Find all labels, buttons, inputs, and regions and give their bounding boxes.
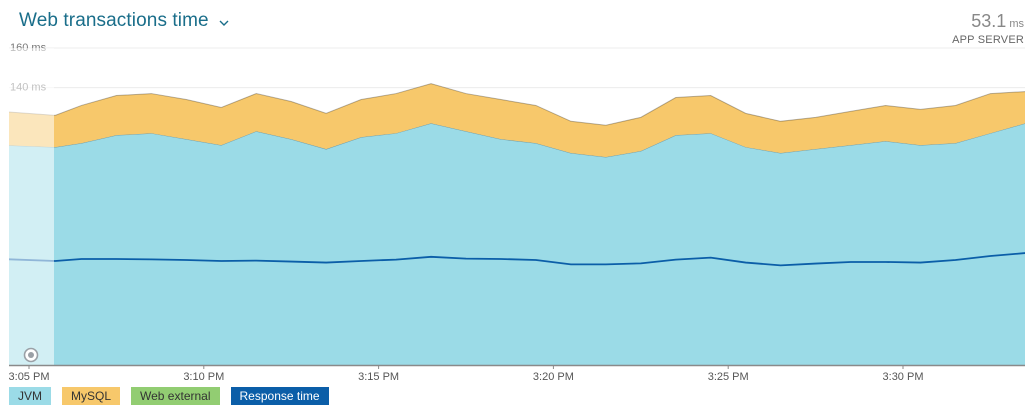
legend-item-jvm[interactable]: JVM — [9, 387, 51, 405]
x-tick-label: 3:15 PM — [358, 371, 399, 383]
legend: JVM MySQL Web external Response time — [9, 387, 329, 405]
area-jvm — [1, 121, 1033, 365]
x-tick-label: 3:05 PM — [9, 371, 50, 383]
x-tick-label: 3:30 PM — [883, 371, 924, 383]
chart-plot[interactable]: 20 ms40 ms60 ms80 ms100 ms120 ms140 ms16… — [0, 0, 1033, 385]
legend-item-response-time[interactable]: Response time — [231, 387, 329, 405]
annotation-marker-icon[interactable] — [25, 349, 38, 362]
legend-item-mysql[interactable]: MySQL — [62, 387, 120, 405]
prior-period-overlay — [9, 48, 54, 365]
series-layer — [1, 82, 1033, 365]
legend-item-web-external[interactable]: Web external — [131, 387, 219, 405]
x-axis: 3:05 PM 3:10 PM 3:15 PM 3:20 PM 3:25 PM 3:30 … — [9, 365, 1025, 383]
x-tick-label: 3:25 PM — [708, 371, 749, 383]
x-tick-label: 3:10 PM — [183, 371, 224, 383]
x-tick-label: 3:20 PM — [533, 371, 574, 383]
